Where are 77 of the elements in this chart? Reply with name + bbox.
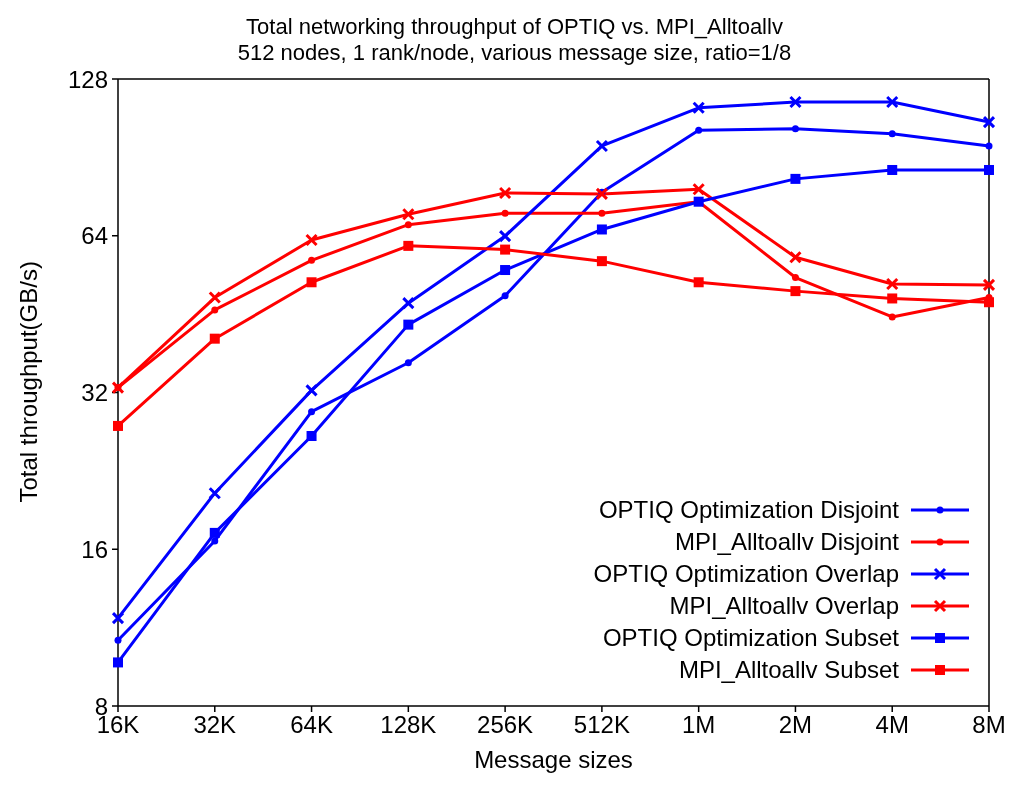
x-tick-label: 1M <box>681 711 716 739</box>
point <box>308 256 316 264</box>
x-tick-label: 32K <box>193 711 237 739</box>
legend-label: MPI_Alltoallv Subset <box>678 656 899 684</box>
point <box>211 306 219 314</box>
point <box>982 278 996 292</box>
point <box>693 277 704 288</box>
point <box>209 527 220 538</box>
point <box>401 207 415 221</box>
point <box>885 277 899 291</box>
point <box>403 240 414 251</box>
y-tick-label: 128 <box>67 65 108 93</box>
x-tick-label: 8M <box>972 711 1006 739</box>
point <box>305 233 319 247</box>
point <box>692 182 706 196</box>
point <box>501 209 509 217</box>
point <box>596 256 607 267</box>
y-tick-label: 16 <box>81 535 108 563</box>
legend-label: MPI_Alltoallv Disjoint <box>674 528 899 556</box>
point <box>498 229 512 243</box>
x-tick-label: 128K <box>380 711 437 739</box>
point <box>791 274 799 282</box>
point <box>596 224 607 235</box>
point <box>306 431 317 441</box>
x-tick-label: 64K <box>290 711 333 739</box>
point <box>595 187 609 201</box>
point <box>211 537 219 545</box>
point <box>595 139 609 153</box>
point <box>306 277 317 288</box>
point <box>209 333 220 344</box>
point <box>984 297 994 308</box>
point <box>208 291 222 305</box>
point <box>501 292 509 300</box>
point <box>695 126 703 134</box>
x-tick-label: 4M <box>875 711 909 739</box>
point <box>598 209 606 217</box>
point <box>498 186 512 200</box>
point <box>790 173 801 184</box>
point <box>791 125 799 133</box>
point <box>788 250 802 264</box>
point <box>984 164 994 175</box>
point <box>888 130 896 138</box>
y-tick-label: 32 <box>81 379 108 407</box>
point <box>790 286 801 297</box>
point <box>403 319 414 330</box>
point <box>308 408 316 416</box>
point <box>401 296 415 310</box>
point <box>500 244 511 255</box>
y-axis-title: Total throughput(GB/s) <box>14 261 42 503</box>
point <box>982 115 996 129</box>
chart-title: Total networking throughput of OPTIQ vs. MPI_Alltoallv <box>245 14 784 40</box>
point <box>500 265 511 276</box>
legend-label: OPTIQ Optimization Overlap <box>593 560 899 588</box>
point <box>788 95 802 109</box>
point <box>404 221 412 229</box>
x-tick-label: 512K <box>573 711 630 739</box>
point <box>887 164 898 175</box>
point <box>114 636 122 644</box>
point <box>692 101 706 115</box>
x-axis-title: Message sizes <box>474 746 633 773</box>
point <box>888 313 896 321</box>
point <box>404 359 412 367</box>
chart-subtitle: 512 nodes, 1 rank/node, various message size, ratio=1/8 <box>236 40 793 66</box>
point <box>305 383 319 397</box>
y-tick-label: 64 <box>81 222 108 250</box>
x-tick-label: 2M <box>778 711 813 739</box>
point <box>887 293 898 304</box>
point <box>113 657 123 668</box>
point <box>985 142 993 150</box>
legend-label: MPI_Alltoallv Overlap <box>669 592 899 620</box>
point <box>113 420 123 431</box>
point <box>208 486 222 500</box>
point <box>111 611 125 625</box>
legend-label: OPTIQ Optimization Subset <box>602 624 899 652</box>
point <box>885 95 899 109</box>
x-tick-label: 256K <box>477 711 534 739</box>
legend-label: OPTIQ Optimization Disjoint <box>598 496 899 524</box>
